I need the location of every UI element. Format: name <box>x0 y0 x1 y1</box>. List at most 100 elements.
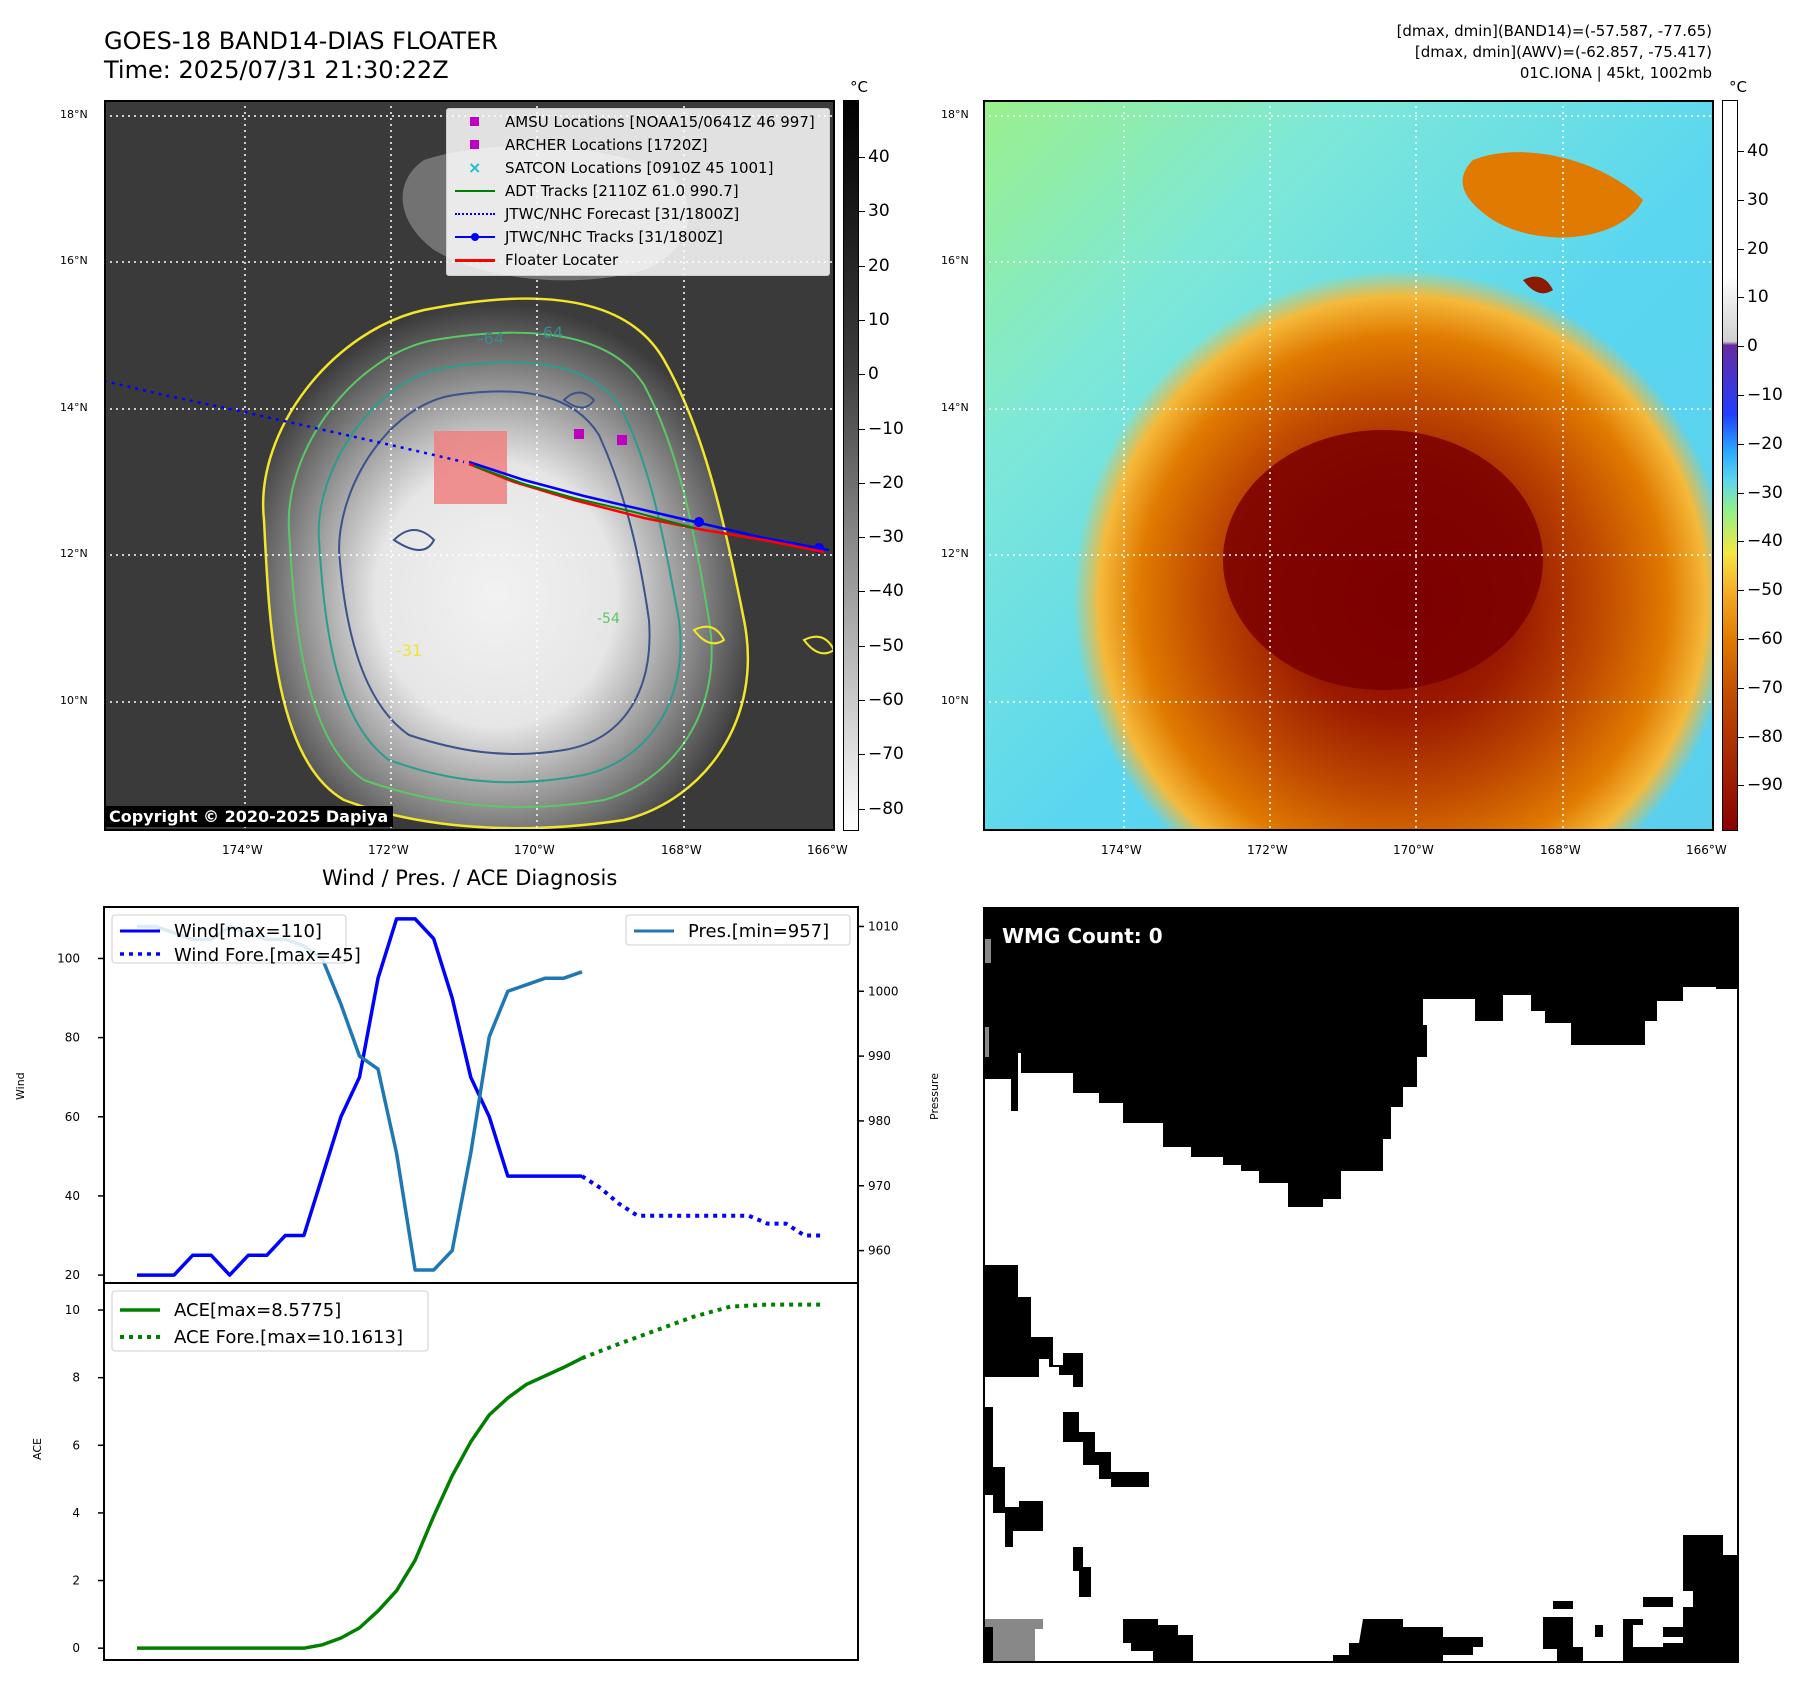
ir-lon-label: 174°W <box>222 843 263 857</box>
wv-colorbar-tick-tick <box>1738 785 1744 787</box>
wv-colorbar-tick-label: −20 <box>1747 433 1783 454</box>
wv-colorbar-tick-tick <box>1738 736 1744 738</box>
ir-lat-label: 14°N <box>60 401 88 414</box>
jtwc-track-point <box>694 517 704 527</box>
info-band14: [dmax, dmin](BAND14)=(-57.587, -77.65) <box>1396 22 1712 40</box>
wv-colorbar-tick-label: −40 <box>1747 531 1783 552</box>
wv-colorbar-tick-label: 10 <box>1747 287 1769 308</box>
wv-satellite-panel <box>983 100 1714 831</box>
wmg-panel-frame <box>983 907 1739 1663</box>
wv-colorbar-tick-tick <box>1738 590 1744 592</box>
ir-lat-label: 18°N <box>60 108 88 121</box>
contour-label: -31 <box>396 641 422 660</box>
wv-colorbar-tick-tick <box>1738 199 1744 201</box>
wv-colorbar-tick-label: 20 <box>1747 238 1769 259</box>
ir-colorbar-tick-label: −60 <box>868 690 904 710</box>
ir-colorbar-tick-label: 0 <box>868 364 879 385</box>
square-marker-icon <box>455 111 495 133</box>
wind-axis-tick-label: 20 <box>65 1268 80 1282</box>
square-marker-icon <box>455 134 495 156</box>
ace-forecast-line <box>581 1302 823 1361</box>
wv-lon-label: 172°W <box>1247 843 1288 857</box>
ir-colorbar-tick-label: 40 <box>868 147 890 167</box>
wv-colorbar-tick-tick <box>1738 541 1744 543</box>
wv-colorbar-tick-label: 40 <box>1747 141 1769 161</box>
wv-colorbar-tick-tick <box>1738 248 1744 250</box>
pressure-legend <box>625 914 851 946</box>
figure-title: GOES-18 BAND14-DIAS FLOATER <box>104 27 498 55</box>
ir-colorbar-tick-tick <box>859 211 865 213</box>
ir-colorbar-tick-tick <box>859 700 865 701</box>
ir-lat-label: 12°N <box>60 547 88 560</box>
ir-colorbar-tick-label: −30 <box>868 527 904 548</box>
wv-colorbar-tick-tick <box>1738 395 1744 396</box>
wv-lon-label: 166°W <box>1686 843 1727 857</box>
legend-jtwc: JTWC/NHC Tracks [31/1800Z] <box>455 226 723 248</box>
wind-forecast-line <box>580 1174 823 1238</box>
ir-colorbar-tick-label: −80 <box>868 798 904 819</box>
diagnosis-chart: 20 40 60 80 100 960 970 980 990 1000 1010 0 2 4 6 8 10… <box>57 906 899 1661</box>
wv-colorbar-unit: °C <box>1729 78 1747 96</box>
ir-colorbar-tick-tick <box>859 754 865 756</box>
contour-label: -64 <box>478 329 504 348</box>
wind-axis-tick-label: 100 <box>57 951 80 965</box>
pressure-axis-tick-label: 990 <box>868 1049 891 1063</box>
legend-label: SATCON Locations [0910Z 45 1001] <box>505 159 774 177</box>
wv-colorbar-tick-label: 30 <box>1747 189 1769 210</box>
wind-series <box>137 917 823 1277</box>
ir-legend: AMSU Locations [NOAA15/0641Z 46 997] ARC… <box>446 108 830 276</box>
wmg-mask-image <box>983 907 1739 1663</box>
wv-colorbar-tick-tick <box>1738 297 1744 299</box>
wv-lon-label: 174°W <box>1101 843 1142 857</box>
line-icon <box>455 249 495 271</box>
ir-colorbar-tick-label: 30 <box>868 201 890 222</box>
ir-colorbar-unit: °C <box>850 78 868 96</box>
line-icon <box>455 180 495 202</box>
contour-label: -64 <box>537 323 563 342</box>
pressure-axis-tick-label: 1010 <box>868 919 899 933</box>
ace-axis-tick-label: 2 <box>72 1574 80 1588</box>
ir-colorbar-tick-tick <box>859 374 865 376</box>
ir-colorbar-tick-tick <box>859 808 865 810</box>
wind-axis-tick-label: 40 <box>65 1189 80 1203</box>
wv-colorbar-tick-label: −60 <box>1747 629 1783 649</box>
wv-colorbar-tick-tick <box>1738 687 1744 689</box>
wv-lat-label: 12°N <box>941 547 969 560</box>
copyright-label: Copyright © 2020-2025 Dapiya <box>104 806 394 827</box>
ir-colorbar-tick-tick <box>859 537 865 539</box>
wv-lon-label: 170°W <box>1393 843 1434 857</box>
wv-lat-label: 18°N <box>941 108 969 121</box>
jtwc-track <box>468 460 830 552</box>
legend-floater: Floater Locater <box>455 249 618 271</box>
wv-gridlines <box>983 100 1714 831</box>
pressure-axis-tick-label: 980 <box>868 1114 891 1128</box>
ir-colorbar-tick-tick <box>859 157 865 158</box>
wv-colorbar-tick-label: −90 <box>1747 775 1783 796</box>
ir-colorbar-tick-label: −20 <box>868 472 904 493</box>
pressure-axis-tick-label: 970 <box>868 1179 891 1193</box>
wind-axis-ticks: 20 40 60 80 100 <box>57 951 104 1282</box>
wv-satellite-image <box>983 100 1714 831</box>
ir-panel-frame <box>104 100 835 831</box>
ir-colorbar-tick-tick <box>859 265 865 267</box>
ir-colorbar-tick-label: 20 <box>868 255 890 276</box>
ace-legend <box>111 1290 429 1352</box>
figure-time: Time: 2025/07/31 21:30:22Z <box>104 56 449 84</box>
wv-colorbar <box>1722 100 1738 831</box>
contour-label: -54 <box>597 611 620 627</box>
ir-colorbar-tick-tick <box>859 319 865 321</box>
diagnosis-title: Wind / Pres. / ACE Diagnosis <box>322 866 618 890</box>
wv-lat-label: 10°N <box>941 694 969 707</box>
wv-lat-label: 16°N <box>941 254 969 267</box>
pressure-axis-ticks: 960 970 980 990 1000 1010 <box>858 919 899 1258</box>
info-awv: [dmax, dmin](AWV)=(-62.857, -75.417) <box>1414 43 1712 61</box>
ir-colorbar <box>843 100 859 831</box>
ir-colorbar-tick-label: 10 <box>868 309 890 330</box>
wv-colorbar-tick-label: −80 <box>1747 726 1783 747</box>
legend-label: AMSU Locations [NOAA15/0641Z 46 997] <box>505 113 815 131</box>
legend-label: ARCHER Locations [1720Z] <box>505 136 708 154</box>
ace-axis-ticks: 0 2 4 6 8 10 <box>65 1303 104 1655</box>
x-marker-icon: × <box>468 158 482 177</box>
wv-colorbar-tick-tick <box>1738 443 1744 445</box>
ace-axis-tick-label: 8 <box>72 1371 80 1385</box>
